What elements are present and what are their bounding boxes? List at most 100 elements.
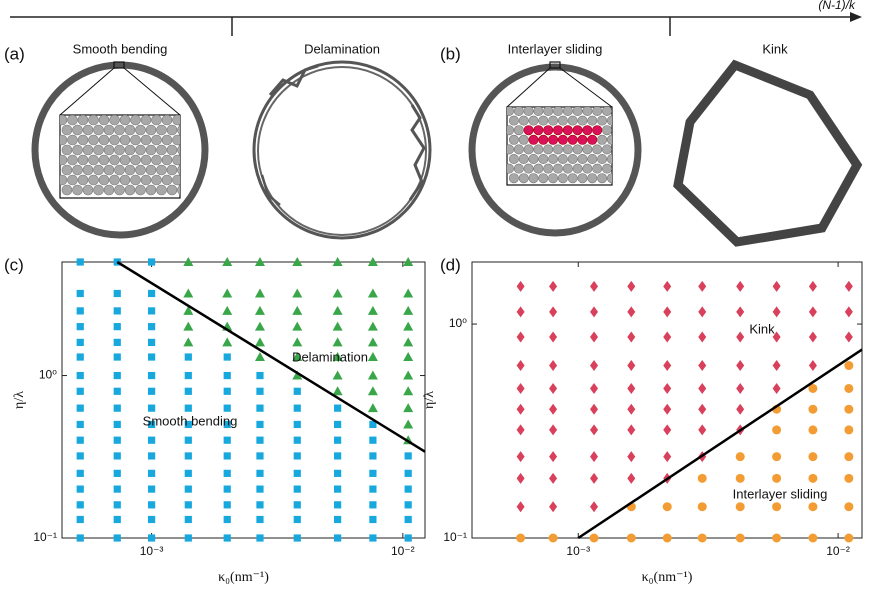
triangle-marker: [403, 257, 414, 266]
atom: [88, 154, 99, 166]
atom: [156, 124, 167, 136]
square-marker: [76, 485, 84, 493]
atom: [577, 115, 588, 126]
atom: [145, 124, 157, 136]
triangle-marker: [367, 257, 378, 266]
atom: [587, 173, 598, 184]
square-marker: [369, 515, 377, 524]
square-marker: [184, 420, 192, 429]
diamond-marker: [549, 403, 558, 415]
square-marker: [256, 485, 264, 493]
atom: [135, 164, 146, 176]
atom: [88, 174, 99, 186]
square-marker: [147, 515, 156, 524]
atom: [151, 154, 162, 166]
atom: [592, 163, 603, 174]
square-marker: [113, 420, 121, 429]
square-marker: [404, 515, 412, 524]
triangle-marker: [332, 337, 343, 347]
circle-marker: [772, 425, 782, 435]
circle-marker: [844, 404, 854, 414]
diamond-marker: [772, 382, 781, 394]
diamond-marker: [590, 280, 599, 292]
diamond-marker: [549, 472, 558, 484]
atom: [82, 184, 94, 196]
atom: [577, 173, 588, 184]
atom: [552, 163, 563, 174]
zoom-line: [123, 67, 181, 116]
diamond-marker: [549, 501, 558, 513]
atom: [523, 163, 534, 174]
sliding-atom: [528, 134, 539, 145]
diamond-marker: [736, 382, 745, 394]
atom: [119, 174, 131, 186]
square-marker: [334, 452, 342, 460]
diamond-marker: [844, 331, 853, 343]
atom: [60, 115, 68, 126]
atom: [98, 115, 110, 126]
y-tick-label: 10⁻¹: [33, 530, 57, 544]
triangle-marker: [292, 288, 303, 298]
square-marker: [147, 452, 156, 460]
atom: [508, 154, 519, 165]
square-marker: [113, 469, 121, 477]
square-marker: [256, 534, 264, 542]
atom: [67, 134, 78, 146]
atoms: [507, 107, 612, 184]
triangle-marker: [403, 305, 414, 315]
arrow-head: [850, 12, 862, 22]
atom: [93, 144, 104, 156]
boundary-line: [577, 348, 863, 540]
atom: [130, 115, 141, 126]
square-marker: [147, 323, 156, 331]
atom: [151, 174, 162, 186]
diamond-marker: [590, 472, 599, 484]
triangle-marker: [367, 321, 378, 331]
zoom-box: [549, 61, 561, 69]
circle-marker: [844, 452, 854, 462]
square-marker: [184, 387, 192, 395]
diamond-marker: [736, 360, 745, 372]
atom: [98, 174, 110, 186]
diamond-marker: [516, 451, 525, 463]
atom: [528, 115, 539, 126]
square-marker: [404, 485, 412, 493]
atom: [592, 144, 603, 155]
square-marker: [223, 353, 231, 361]
x-tick-label: 10⁻³: [566, 544, 590, 558]
panel-label: (c): [4, 255, 24, 274]
diamond-marker: [627, 424, 636, 436]
diamond-marker: [736, 280, 745, 292]
circle-marker: [662, 502, 672, 512]
square-marker: [293, 404, 301, 412]
diamond-marker: [772, 360, 781, 372]
triangle-marker: [332, 370, 343, 380]
x-axis-label: κ₀(nm⁻¹): [218, 570, 269, 585]
circle-marker: [844, 533, 854, 543]
atom: [543, 144, 554, 155]
square-marker: [147, 420, 156, 429]
atom: [82, 164, 94, 176]
square-marker: [76, 420, 84, 429]
square-marker: [293, 387, 301, 395]
square-marker: [76, 404, 84, 412]
atom: [161, 174, 173, 186]
square-marker: [334, 515, 342, 524]
atom: [119, 115, 131, 126]
square-marker: [113, 371, 121, 380]
atom: [597, 154, 608, 165]
atom: [166, 184, 178, 196]
diamond-marker: [627, 306, 636, 318]
caption: Delamination: [304, 41, 380, 56]
diamond-marker: [549, 451, 558, 463]
diamond-marker: [549, 424, 558, 436]
atom: [543, 107, 554, 116]
atom: [77, 115, 89, 126]
sliding-atom: [533, 125, 544, 136]
y-tick-label: 10⁰: [449, 316, 467, 330]
square-marker: [334, 469, 342, 477]
atom: [567, 173, 578, 184]
square-marker: [76, 289, 84, 298]
atom: [507, 125, 514, 136]
